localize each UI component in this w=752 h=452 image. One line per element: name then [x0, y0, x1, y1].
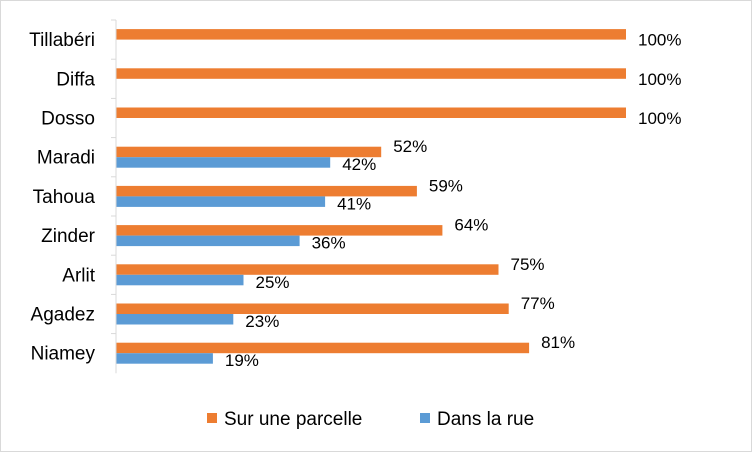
data-label-sur-une-parcelle-tahoua: 59% — [429, 176, 463, 195]
category-label-tahoua: Tahoua — [33, 187, 96, 208]
data-label-sur-une-parcelle-tillaberi: 100% — [638, 31, 681, 50]
data-label-sur-une-parcelle-dosso: 100% — [638, 109, 681, 128]
category-label-arlit: Arlit — [62, 265, 95, 286]
bar-dans-la-rue-arlit — [116, 274, 244, 286]
legend-label-sur-une-parcelle: Sur une parcelle — [224, 409, 362, 430]
bar-sur-une-parcelle-tillaberi — [116, 29, 626, 40]
category-label-zinder: Zinder — [41, 226, 96, 247]
bar-sur-une-parcelle-diffa — [116, 68, 626, 79]
data-label-sur-une-parcelle-niamey: 81% — [541, 333, 575, 352]
bar-sur-une-parcelle-maradi — [116, 146, 382, 158]
legend-swatch-sur-une-parcelle — [207, 413, 217, 423]
category-label-dosso: Dosso — [41, 109, 95, 130]
data-label-dans-la-rue-tahoua: 41% — [337, 194, 371, 213]
data-label-dans-la-rue-zinder: 36% — [312, 234, 346, 253]
bar-sur-une-parcelle-tahoua — [116, 185, 417, 197]
category-label-maradi: Maradi — [37, 148, 95, 169]
data-label-sur-une-parcelle-maradi: 52% — [393, 137, 427, 156]
bar-sur-une-parcelle-zinder — [116, 225, 443, 236]
data-label-dans-la-rue-agadez: 23% — [245, 312, 279, 331]
bar-dans-la-rue-niamey — [116, 353, 213, 364]
category-label-niamey: Niamey — [31, 344, 96, 365]
data-label-dans-la-rue-arlit: 25% — [256, 273, 290, 292]
legend-label-dans-la-rue: Dans la rue — [437, 409, 534, 430]
bar-sur-une-parcelle-agadez — [116, 303, 509, 314]
bar-dans-la-rue-zinder — [116, 235, 300, 247]
data-label-dans-la-rue-maradi: 42% — [342, 155, 376, 174]
category-label-diffa: Diffa — [56, 69, 95, 90]
data-label-sur-une-parcelle-diffa: 100% — [638, 70, 681, 89]
data-label-dans-la-rue-niamey: 19% — [225, 351, 259, 370]
legend-swatch-dans-la-rue — [420, 413, 430, 423]
bar-dans-la-rue-agadez — [116, 314, 234, 325]
data-label-sur-une-parcelle-zinder: 64% — [454, 216, 488, 235]
bar-sur-une-parcelle-arlit — [116, 264, 499, 275]
bar-dans-la-rue-maradi — [116, 157, 331, 168]
bar-sur-une-parcelle-niamey — [116, 342, 530, 354]
data-label-sur-une-parcelle-arlit: 75% — [511, 255, 545, 274]
bar-dans-la-rue-tahoua — [116, 196, 326, 207]
category-label-tillaberi: Tillabéri — [29, 30, 95, 51]
category-label-agadez: Agadez — [31, 305, 95, 326]
bar-sur-une-parcelle-dosso — [116, 107, 626, 118]
data-label-sur-une-parcelle-agadez: 77% — [521, 294, 555, 313]
